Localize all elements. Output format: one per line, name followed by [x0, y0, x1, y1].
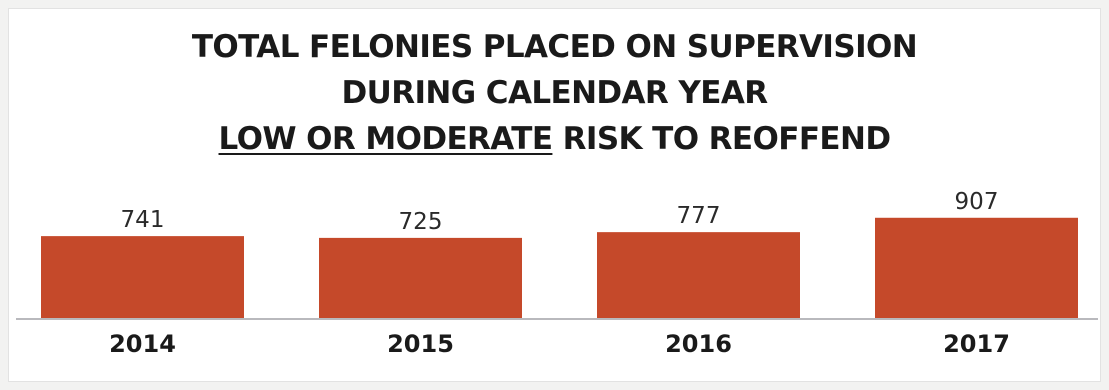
- bar-2017: [875, 217, 1078, 318]
- x-tick-label-2015: 2015: [387, 330, 454, 358]
- chart-title-emphasis: LOW OR MODERATE: [218, 121, 554, 157]
- x-tick-label-2016: 2016: [665, 330, 732, 358]
- data-label-2016: 777: [677, 203, 721, 229]
- chart-title-line-2: DURING CALENDAR YEAR: [341, 75, 769, 111]
- chart-title-line-3-rest: RISK TO REOFFEND: [552, 121, 891, 157]
- bar-2016: [597, 232, 800, 318]
- chart-title-line-3: LOW OR MODERATE RISK TO REOFFEND: [0, 116, 1109, 162]
- x-tick-label-2014: 2014: [109, 330, 176, 358]
- bar-2014: [41, 236, 244, 318]
- data-label-2015: 725: [399, 209, 443, 235]
- bar-2015: [319, 237, 522, 318]
- data-label-2014: 741: [121, 207, 165, 233]
- chart-title: TOTAL FELONIES PLACED ON SUPERVISION DUR…: [0, 24, 1109, 162]
- data-label-2017: 907: [955, 189, 999, 215]
- chart-title-line-1: TOTAL FELONIES PLACED ON SUPERVISION: [191, 29, 918, 65]
- x-tick-label-2017: 2017: [943, 330, 1010, 358]
